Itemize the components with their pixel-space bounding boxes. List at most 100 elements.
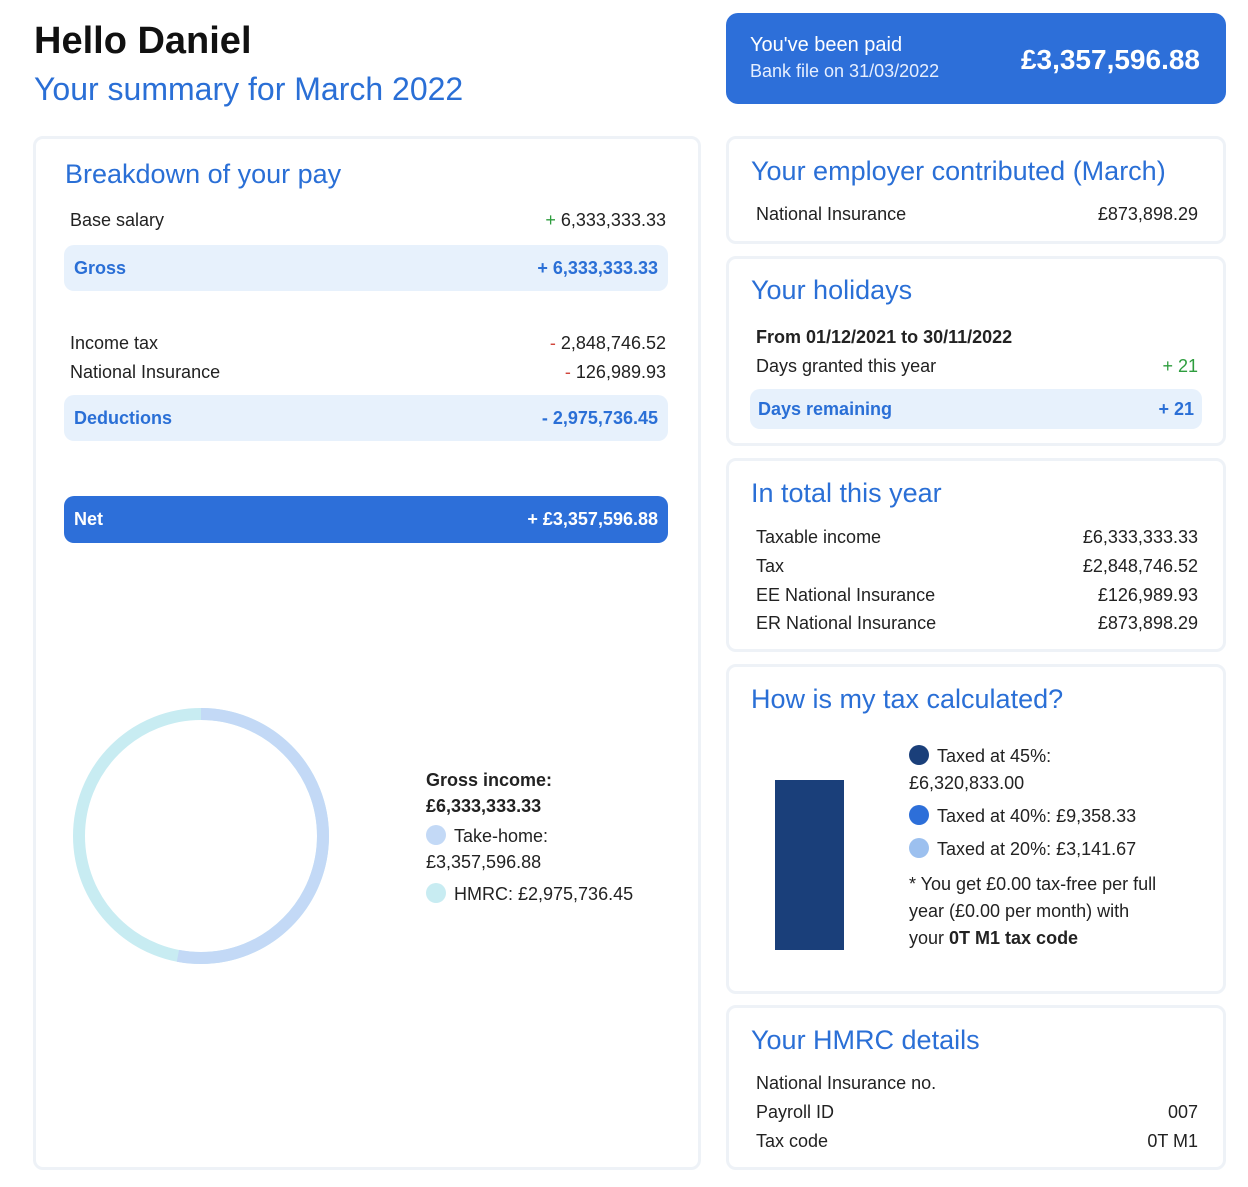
deductions-label: Deductions: [74, 407, 173, 428]
income-tax-amount: 2,848,746.52: [560, 333, 666, 353]
days-granted-label: Days granted this year: [756, 356, 937, 376]
employer-ni-label: National Insurance: [756, 204, 907, 224]
note-line-2: year (£0.00 per month) with: [909, 901, 1130, 921]
gross-row: Gross + 6,333,333.33: [64, 245, 668, 291]
days-remaining-label: Days remaining: [758, 398, 893, 419]
taxable-income-row: Taxable income £6,333,333.33: [756, 526, 1198, 548]
breakdown-title: Breakdown of your pay: [65, 159, 342, 189]
pay-donut-chart: [73, 708, 329, 964]
year-total-card: In total this year Taxable income £6,333…: [726, 458, 1226, 652]
payroll-id-value: 007: [1167, 1102, 1198, 1122]
band45-legend: Taxed at 45%:: [909, 743, 1209, 770]
ni-label: National Insurance: [70, 362, 221, 382]
tax-code-value: 0T M1: [1147, 1131, 1198, 1151]
er-ni-label: ER National Insurance: [756, 613, 937, 633]
tax-code-row: Tax code 0T M1: [756, 1130, 1198, 1152]
bank-file-date: Bank file on 31/03/2022: [750, 61, 940, 81]
employer-ni-value: £873,898.29: [1097, 204, 1198, 224]
note-line-1: * You get £0.00 tax-free per full: [909, 874, 1157, 894]
hmrc-label: HMRC: £2,975,736.45: [454, 884, 634, 904]
tax-row: Tax £2,848,746.52: [756, 555, 1198, 577]
base-salary-amount: 6,333,333.33: [560, 210, 666, 230]
ni-row: National Insurance - 126,989.93: [70, 361, 666, 383]
taxable-income-value: £6,333,333.33: [1082, 527, 1198, 547]
deductions-row: Deductions - 2,975,736.45: [64, 395, 668, 441]
tax-free-note: * You get £0.00 tax-free per full year (…: [909, 871, 1209, 952]
employer-ni-row: National Insurance £873,898.29: [756, 203, 1198, 225]
payroll-id-row: Payroll ID 007: [756, 1101, 1198, 1123]
tax-value: £2,848,746.52: [1082, 556, 1198, 576]
tax-calc-card: How is my tax calculated? Taxed at 45%: …: [726, 664, 1226, 994]
band20-text: Taxed at 20%: £3,141.67: [937, 839, 1137, 859]
days-remaining-row: Days remaining + 21: [750, 389, 1202, 429]
hmrc-title: Your HMRC details: [751, 1025, 980, 1055]
band40-dot-icon: [909, 805, 929, 825]
tax-label: Tax: [756, 556, 785, 576]
tax-calc-title: How is my tax calculated?: [751, 684, 1064, 714]
donut-take-home-segment: [73, 708, 329, 964]
ni-number-label: National Insurance no.: [756, 1073, 937, 1093]
income-tax-row: Income tax - 2,848,746.52: [70, 332, 666, 354]
note-line-3-prefix: your: [909, 928, 950, 948]
hmrc-legend: HMRC: £2,975,736.45: [426, 881, 686, 907]
take-home-legend: Take-home:: [426, 823, 686, 849]
note-line-3: your 0T M1 tax code: [909, 925, 1209, 952]
take-home-value: £3,357,596.88: [426, 852, 542, 872]
base-salary-row: Base salary + 6,333,333.33: [70, 209, 666, 231]
net-label: Net: [74, 509, 104, 529]
band40-text: Taxed at 40%: £9,358.33: [937, 806, 1137, 826]
band45-value: £6,320,833.00: [909, 773, 1025, 793]
ee-ni-label: EE National Insurance: [756, 585, 936, 605]
band45-label: Taxed at 45%:: [937, 746, 1052, 766]
gross-label: Gross: [74, 257, 127, 278]
tax-code-label: Tax code: [756, 1131, 829, 1151]
minus-sign: -: [564, 362, 571, 382]
note-tax-code: 0T M1 tax code: [949, 928, 1079, 948]
year-total-title: In total this year: [751, 478, 942, 508]
paid-banner: You've been paid Bank file on 31/03/2022…: [726, 13, 1226, 104]
days-granted-value: + 21: [1162, 356, 1198, 376]
net-row: Net + £3,357,596.88: [64, 496, 668, 543]
band40-legend: Taxed at 40%: £9,358.33: [909, 803, 1209, 830]
ni-amount: 126,989.93: [575, 362, 666, 382]
gross-income-label: Gross income:: [426, 770, 553, 790]
ni-value: - 126,989.93: [565, 361, 666, 383]
holidays-card: Your holidays From 01/12/2021 to 30/11/2…: [726, 256, 1226, 446]
band45-dot-icon: [909, 745, 929, 765]
band20-legend: Taxed at 20%: £3,141.67: [909, 836, 1209, 863]
gross-income-value: £6,333,333.33: [426, 796, 542, 816]
ni-number-row: National Insurance no.: [756, 1072, 1198, 1094]
er-ni-row: ER National Insurance £873,898.29: [756, 612, 1198, 634]
deductions-value: - 2,975,736.45: [541, 407, 658, 428]
breakdown-card: Breakdown of your pay Base salary + 6,33…: [33, 136, 701, 1170]
income-tax-label: Income tax: [70, 333, 159, 353]
take-home-dot-icon: [426, 825, 446, 845]
er-ni-value: £873,898.29: [1097, 613, 1198, 633]
minus-sign: -: [549, 333, 556, 353]
employer-card: Your employer contributed (March) Nation…: [726, 136, 1226, 244]
summary-subtitle: Your summary for March 2022: [34, 71, 464, 107]
income-tax-value: - 2,848,746.52: [550, 332, 666, 354]
greeting: Hello Daniel: [34, 20, 252, 62]
paid-amount: £3,357,596.88: [1020, 44, 1200, 75]
ee-ni-row: EE National Insurance £126,989.93: [756, 584, 1198, 606]
band20-dot-icon: [909, 838, 929, 858]
days-remaining-value: + 21: [1158, 398, 1194, 419]
donut-legend: Gross income: £6,333,333.33 Take-home: £…: [426, 767, 686, 907]
tax-band-legend: Taxed at 45%: £6,320,833.00 Taxed at 40%…: [909, 743, 1209, 952]
hmrc-dot-icon: [426, 883, 446, 903]
holiday-period-text: From 01/12/2021 to 30/11/2022: [756, 327, 1013, 347]
plus-sign: +: [545, 210, 556, 230]
net-value: + £3,357,596.88: [527, 509, 658, 529]
tax-band-bar: [775, 780, 844, 950]
days-granted-row: Days granted this year + 21: [756, 355, 1198, 377]
gross-value: + 6,333,333.33: [537, 257, 658, 278]
payroll-id-label: Payroll ID: [756, 1102, 835, 1122]
ee-ni-value: £126,989.93: [1097, 585, 1198, 605]
hmrc-card: Your HMRC details National Insurance no.…: [726, 1005, 1226, 1170]
holidays-title: Your holidays: [751, 275, 913, 305]
base-salary-value: + 6,333,333.33: [545, 209, 666, 231]
employer-title: Your employer contributed (March): [751, 156, 1166, 186]
taxable-income-label: Taxable income: [756, 527, 882, 547]
base-salary-label: Base salary: [70, 210, 165, 230]
